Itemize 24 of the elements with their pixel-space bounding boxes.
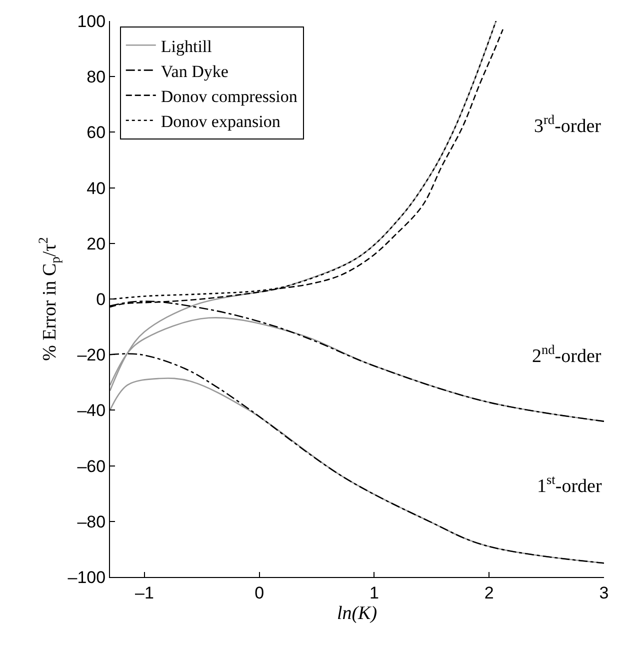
legend-label: Donov compression (160, 86, 298, 106)
x-tick-label: –1 (135, 583, 154, 602)
y-tick-label: 100 (77, 12, 106, 31)
y-tick-label: 80 (86, 68, 106, 87)
x-tick-label: 2 (484, 583, 494, 602)
y-tick-label: –100 (68, 568, 106, 587)
y-tick-label: –80 (77, 512, 106, 532)
x-tick-label: 0 (254, 583, 264, 602)
y-tick-label: 60 (86, 123, 106, 142)
y-tick-label: 40 (86, 178, 106, 198)
x-axis-title: ln(K) (336, 603, 378, 624)
y-tick-label: –60 (77, 456, 106, 476)
annotation: 1$^{st}$-order (537, 472, 602, 497)
x-tick-label: 3 (599, 583, 609, 602)
x-tick-label: 1 (369, 583, 379, 602)
y-tick-label: 20 (86, 234, 106, 254)
legend-label: Donov expansion (160, 112, 281, 132)
y-tick-label: –20 (77, 346, 106, 365)
y-tick-label: 0 (96, 290, 106, 309)
legend-label: Van Dyke (160, 62, 228, 81)
y-tick-label: –40 (77, 401, 106, 420)
annotation: 3$^{rd}$-order (534, 112, 602, 137)
legend-label: Lightill (160, 36, 212, 56)
annotation: 2$^{nd}$-order (532, 342, 602, 367)
